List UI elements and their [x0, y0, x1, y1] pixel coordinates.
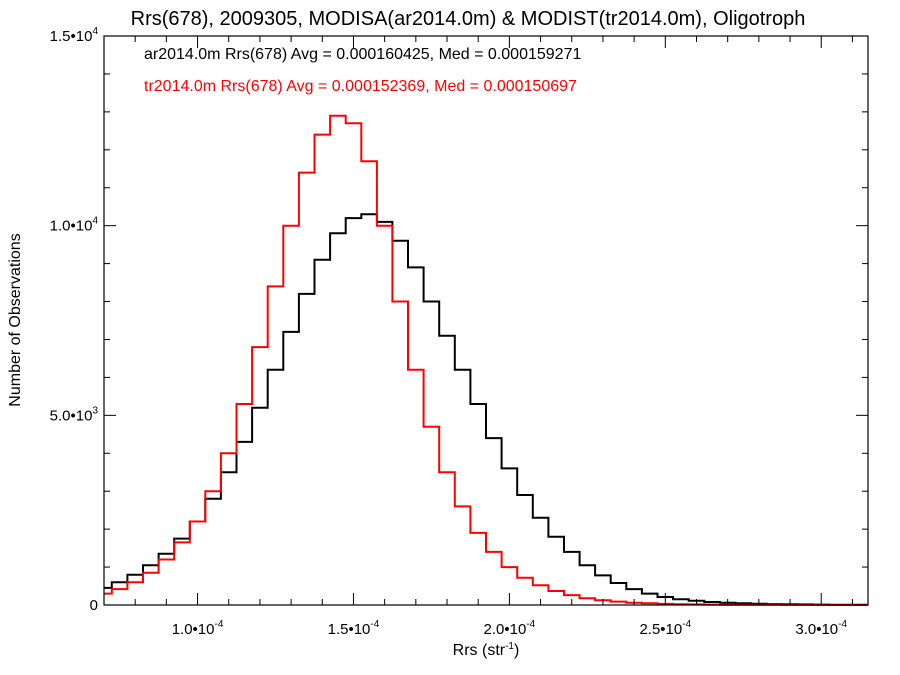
chart-title: Rrs(678), 2009305, MODISA(ar2014.0m) & M…: [131, 8, 806, 30]
x-tick-label: 2.5•10-4: [639, 619, 691, 638]
y-axis-label: Number of Observations: [7, 233, 24, 406]
x-tick-label: 2.0•10-4: [484, 619, 536, 638]
y-tick-label: 1.5•104: [50, 26, 99, 45]
plot-area: [104, 114, 868, 606]
plot-frame: [103, 35, 869, 606]
series-line-tr2014.0m: [104, 114, 868, 606]
annotation-tr2014: tr2014.0m Rrs(678) Avg = 0.000152369, Me…: [144, 78, 577, 95]
x-tick-label: 3.0•10-4: [795, 619, 847, 638]
x-tick-label: 1.0•10-4: [172, 619, 224, 638]
y-axis-ticks: 0 5.0•103 1.0•104 1.5•104: [50, 26, 868, 614]
x-tick-label: 1.5•10-4: [328, 619, 380, 638]
annotation-ar2014: ar2014.0m Rrs(678) Avg = 0.000160425, Me…: [144, 46, 581, 63]
y-tick-label: 0: [90, 597, 98, 614]
y-tick-label: 5.0•103: [50, 405, 99, 424]
y-tick-label: 1.0•104: [50, 216, 99, 235]
series-line-ar2014.0m: [104, 213, 868, 606]
x-axis-label: Rrs (str-1): [453, 641, 520, 659]
x-axis-ticks: 1.0•10-4 1.5•10-4 2.0•10-4 2.5•10-4 3.0•10-4: [134, 36, 853, 638]
